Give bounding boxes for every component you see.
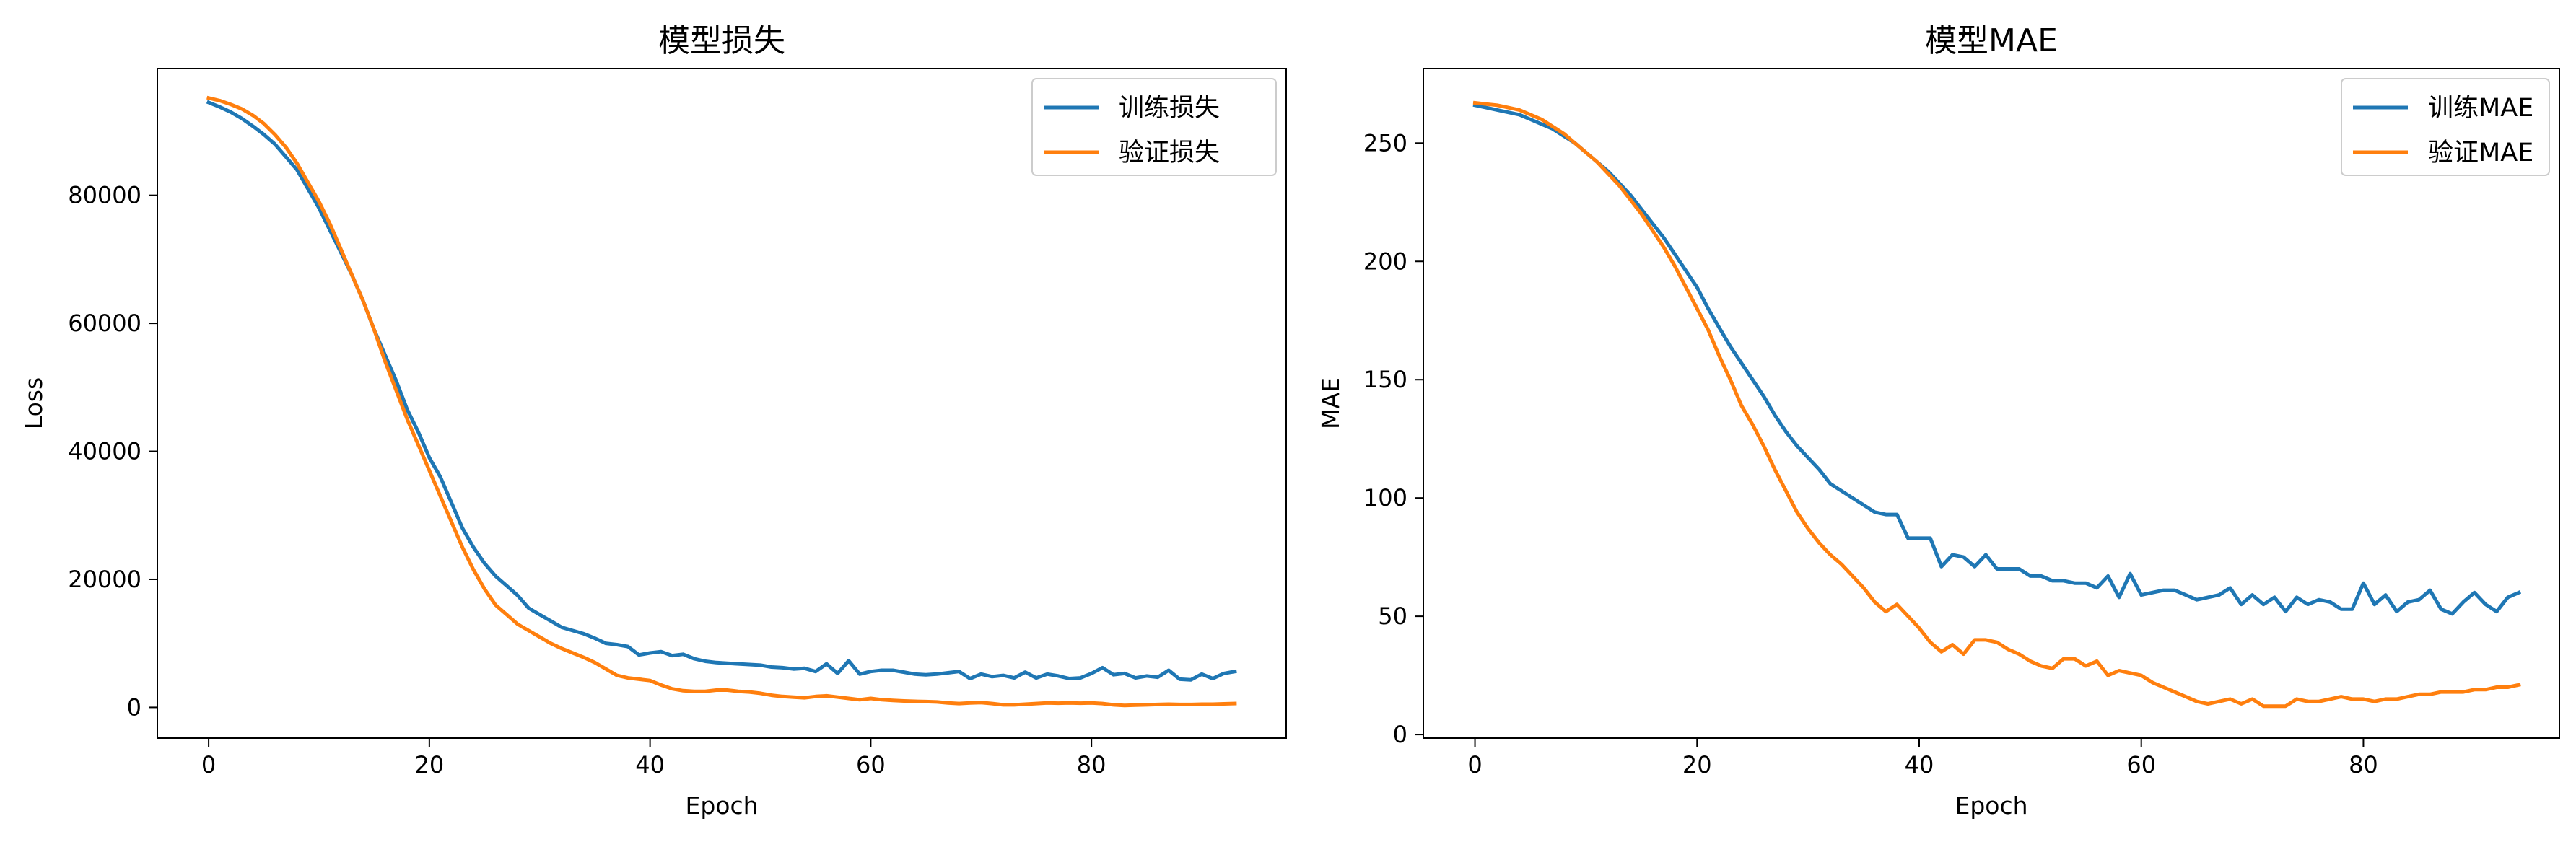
mae-y-tick-label: 100 (1363, 484, 1407, 512)
mae-y-tick-label: 50 (1378, 602, 1407, 630)
loss-x-tick-label: 80 (1077, 751, 1106, 779)
mae-series-line-1 (1472, 100, 2521, 709)
mae-x-tick-label: 60 (2126, 751, 2156, 779)
loss-legend-label: 验证损失 (1119, 139, 1220, 167)
mae-series-group (1472, 100, 2522, 709)
mae-plot-frame (1423, 68, 2560, 739)
loss-x-tick-label: 40 (635, 751, 665, 779)
mae-legend: 训练MAE 验证MAE (2341, 78, 2550, 176)
mae-x-tick-label: 40 (1905, 751, 1934, 779)
mae-y-tick-label: 150 (1363, 366, 1407, 393)
loss-x-tick-label: 20 (414, 751, 444, 779)
loss-x-axis-label: Epoch (685, 791, 758, 820)
loss-y-tick-label: 20000 (68, 566, 141, 593)
loss-y-tick-label: 80000 (68, 182, 141, 209)
loss-series-group (206, 95, 1237, 708)
loss-legend-label: 训练损失 (1119, 94, 1220, 123)
loss-x-tick-label: 0 (201, 751, 216, 779)
loss-chart: 模型损失 0 20 40 60 80 0 20000 40000 60000 80000 Epoch L… (19, 22, 1287, 820)
loss-plot-frame (157, 68, 1287, 739)
mae-y-tick-label: 250 (1363, 129, 1407, 157)
mae-series-line-0 (1472, 102, 2522, 616)
loss-y-tick-label: 40000 (68, 438, 141, 465)
loss-chart-title: 模型损失 (658, 22, 785, 59)
mae-chart: 模型MAE 0 20 40 60 80 0 50 100 150 200 250 Epoch MAE 训练M… (1317, 22, 2560, 820)
loss-series-line-1 (206, 95, 1237, 708)
mae-x-axis-label: Epoch (1955, 791, 2027, 820)
loss-y-tick-label: 60000 (68, 310, 141, 337)
mae-y-tick-label: 0 (1393, 721, 1407, 748)
mae-x-tick-label: 0 (1467, 751, 1482, 779)
mae-chart-title: 模型MAE (1925, 22, 2058, 59)
mae-x-tick-label: 80 (2349, 751, 2378, 779)
loss-y-tick-label: 0 (127, 693, 141, 721)
mae-x-tick-label: 20 (1682, 751, 1712, 779)
loss-x-tick-label: 60 (856, 751, 886, 779)
mae-y-axis-label: MAE (1317, 377, 1345, 429)
loss-y-axis-label: Loss (19, 377, 48, 429)
mae-legend-label: 训练MAE (2428, 94, 2533, 123)
mae-legend-label: 验证MAE (2428, 139, 2533, 167)
mae-y-tick-label: 200 (1363, 247, 1407, 275)
